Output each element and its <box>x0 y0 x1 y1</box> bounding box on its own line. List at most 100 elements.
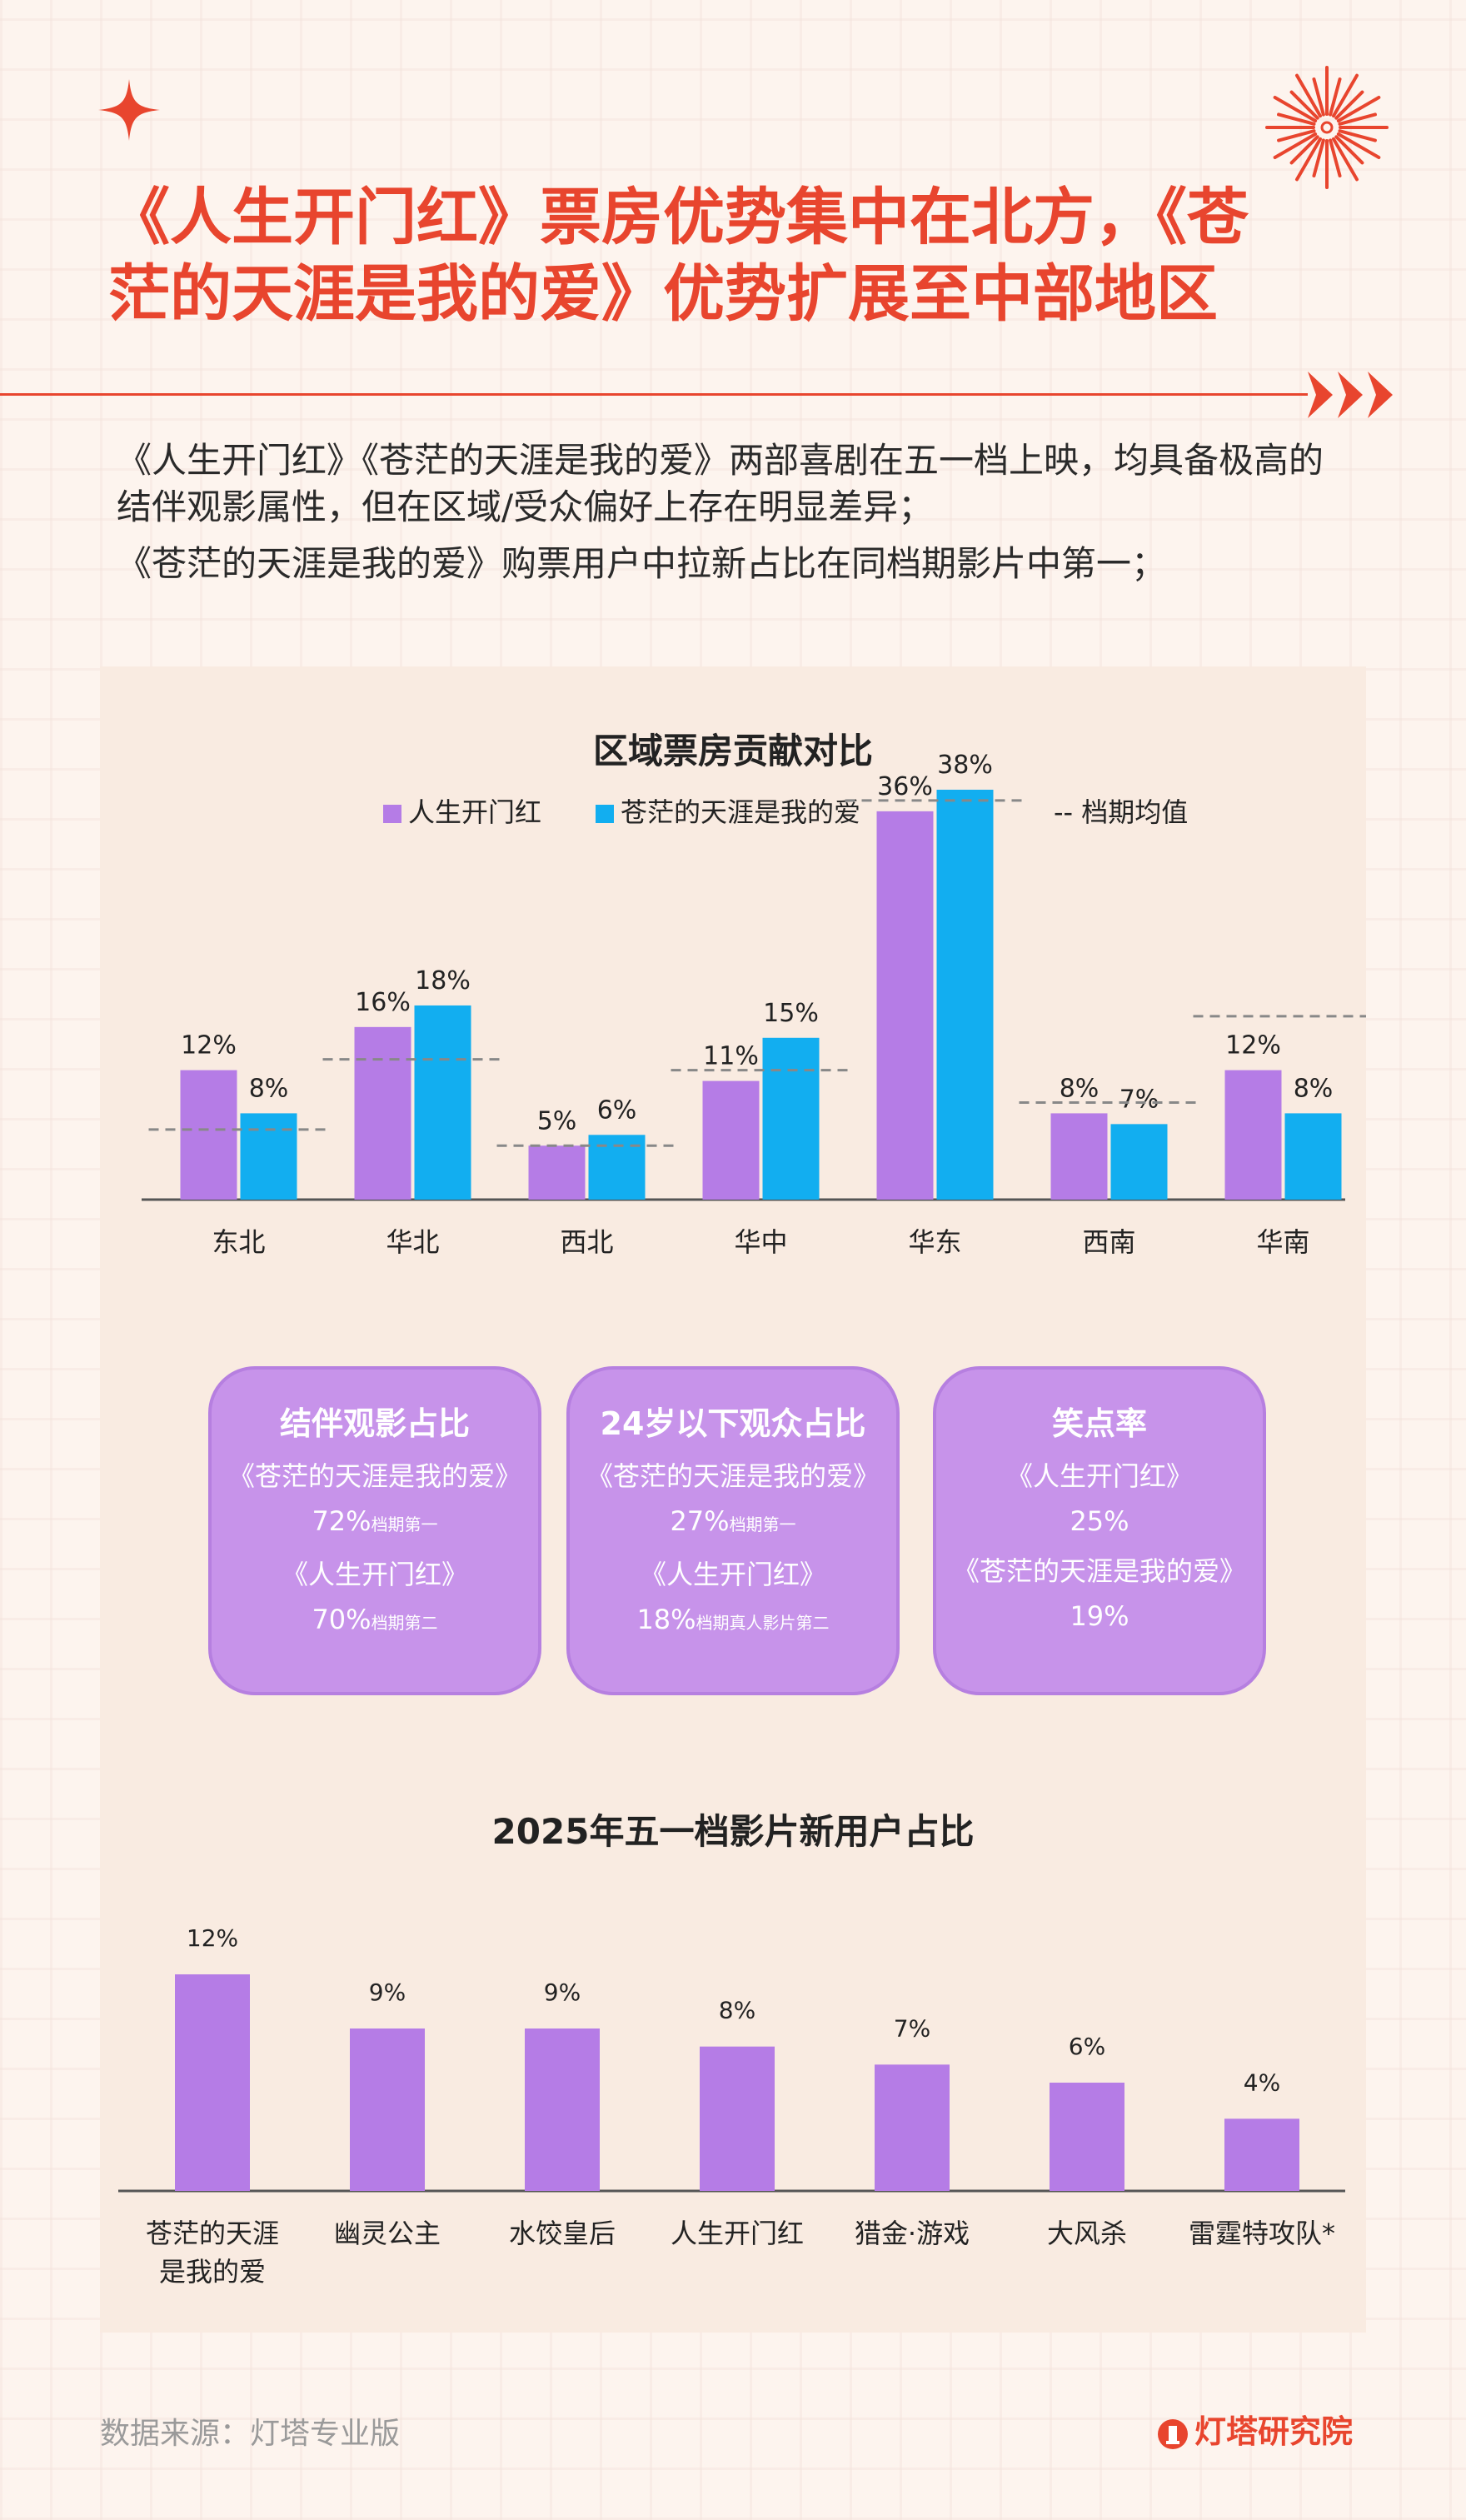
title-divider <box>0 393 1308 396</box>
data-label-series-a: 8% <box>1060 1074 1100 1103</box>
sparkle-icon <box>98 79 160 141</box>
data-label: 9% <box>369 1979 406 2006</box>
bar <box>350 2028 425 2191</box>
category-label: 雷霆特攻队* <box>1189 2218 1335 2249</box>
data-label: 7% <box>894 2014 930 2042</box>
bar-series-b <box>1110 1124 1168 1200</box>
page-title-line-2: 茫的天涯是我的爱》优势扩展至中部地区 <box>108 258 1218 330</box>
legend-label-average: -- 档期均值 <box>1054 796 1189 828</box>
intro-paragraph-1: 《人生开门红》《苍茫的天涯是我的爱》两部喜剧在五一档上映，均具备极高的结伴观影属… <box>117 440 1324 527</box>
bar <box>525 2028 600 2191</box>
data-label-series-a: 11% <box>703 1042 759 1071</box>
card-laugh-rate: 笑点率 《人生开门红》 25% 《苍茫的天涯是我的爱》 19% <box>933 1366 1266 1695</box>
data-label-series-b: 7% <box>1119 1085 1159 1114</box>
card-film-name: 《人生开门红》 <box>281 1559 468 1590</box>
region-chart-legend: 人生开门红 苍茫的天涯是我的爱 -- 档期均值 <box>383 791 1216 833</box>
card-value: 70%档期第二 <box>212 1601 538 1641</box>
category-label: 猎金·游戏 <box>855 2218 970 2249</box>
category-label: 西北 <box>560 1226 613 1258</box>
card-value-note: 档期真人影片第二 <box>696 1613 830 1633</box>
data-label-series-b: 8% <box>249 1074 289 1103</box>
category-label: 苍茫的天涯是我的爱 <box>146 2218 279 2288</box>
data-label-series-b: 8% <box>1294 1074 1334 1103</box>
data-source: 数据来源：灯塔专业版 <box>100 2417 401 2451</box>
card-film-name: 《人生开门红》 <box>1005 1460 1193 1492</box>
bar <box>875 2064 950 2191</box>
legend-swatch-series-b <box>596 805 614 823</box>
page-title-line-1: 《人生开门红》票房优势集中在北方，《苍 <box>108 182 1249 253</box>
data-label-series-a: 16% <box>355 988 411 1017</box>
category-label: 华东 <box>908 1226 961 1258</box>
brand-name: 灯塔研究院 <box>1194 2413 1354 2450</box>
card-film-name: 《人生开门红》 <box>639 1559 826 1590</box>
category-label: 华南 <box>1256 1226 1309 1258</box>
new-user-chart-title: 2025年五一档影片新用户占比 <box>491 1811 975 1852</box>
legend-label-series-b: 苍茫的天涯是我的爱 <box>621 796 861 828</box>
data-label: 12% <box>187 1924 238 1952</box>
bar-series-a <box>354 1026 411 1200</box>
firework-icon <box>1265 66 1389 189</box>
data-label-series-a: 12% <box>1225 1031 1281 1060</box>
card-under-24-ratio: 24岁以下观众占比 《苍茫的天涯是我的爱》 27%档期第一 《人生开门红》 18… <box>566 1366 900 1695</box>
data-label: 8% <box>719 1997 755 2024</box>
region-bar-chart: 12% 8% 东北 16%18% 华北 5% 6% 西北 11%15% 华中 36%38% 华东 8% 7… <box>142 751 1366 1258</box>
data-label-series-b: 6% <box>597 1095 637 1125</box>
card-value-number: 27% <box>670 1505 730 1537</box>
bar-series-b <box>1284 1113 1342 1200</box>
card-value-number: 19% <box>1070 1600 1129 1632</box>
bar <box>700 2046 775 2191</box>
arrows-icon <box>1308 372 1393 418</box>
card-value-note: 档期第一 <box>371 1514 438 1534</box>
new-user-bar-chart: 12% 苍茫的天涯是我的爱 9% 幽灵公主 9% 水饺皇后 8% 人生开门红 7% 猎金·游戏 6%… <box>118 1924 1345 2288</box>
category-label: 幽灵公主 <box>334 2218 441 2249</box>
card-value-note: 档期第一 <box>729 1514 796 1534</box>
card-companion-ratio: 结伴观影占比 《苍茫的天涯是我的爱》 72%档期第一 《人生开门红》 70%档期… <box>208 1366 541 1695</box>
category-label: 华北 <box>386 1226 439 1258</box>
brand-logo: 灯塔研究院 <box>1156 2406 1353 2452</box>
card-value: 72%档期第一 <box>212 1503 538 1543</box>
card-value: 19% <box>936 1598 1263 1634</box>
category-label: 华中 <box>734 1226 787 1258</box>
data-label: 6% <box>1069 2033 1105 2060</box>
card-title: 24岁以下观众占比 <box>600 1405 866 1442</box>
legend-label-series-a: 人生开门红 <box>408 796 542 828</box>
intro-text: 《人生开门红》《苍茫的天涯是我的爱》两部喜剧在五一档上映，均具备极高的结伴观影属… <box>117 437 1358 597</box>
bar-series-a <box>180 1070 237 1200</box>
lighthouse-icon <box>1158 2418 1188 2449</box>
legend-swatch-series-a <box>383 805 401 823</box>
data-label-series-a: 36% <box>877 772 933 801</box>
data-label-series-a: 5% <box>537 1106 577 1135</box>
data-label-series-a: 12% <box>181 1031 237 1060</box>
card-value-number: 72% <box>312 1505 371 1537</box>
bar-series-a <box>1224 1070 1282 1200</box>
bar-series-b <box>240 1113 297 1200</box>
intro-paragraph-2: 《苍茫的天涯是我的爱》购票用户中拉新占比在同档期影片中第一； <box>117 543 1167 584</box>
bar <box>1050 2083 1124 2191</box>
card-value: 18%档期真人影片第二 <box>570 1601 896 1641</box>
region-chart-title: 区域票房贡献对比 <box>592 731 873 771</box>
data-label-series-b: 18% <box>415 966 471 996</box>
bar <box>1224 2118 1299 2191</box>
card-value-number: 70% <box>312 1604 371 1635</box>
bar-series-a <box>528 1145 586 1200</box>
bar-series-b <box>762 1037 820 1200</box>
category-label: 大风杀 <box>1047 2218 1127 2249</box>
card-film-name: 《苍茫的天涯是我的爱》 <box>586 1460 880 1492</box>
card-film-name: 《苍茫的天涯是我的爱》 <box>227 1460 521 1492</box>
bar-series-a <box>876 811 934 1200</box>
card-title: 笑点率 <box>1051 1405 1147 1442</box>
card-value: 27%档期第一 <box>570 1503 896 1543</box>
data-label-series-b: 15% <box>763 999 819 1028</box>
card-value: 25% <box>936 1503 1263 1539</box>
category-label: 西南 <box>1082 1226 1135 1258</box>
bar-series-a <box>1050 1113 1108 1200</box>
bar-series-b <box>414 1005 471 1200</box>
bar-series-a <box>702 1080 760 1200</box>
data-label-series-b: 38% <box>937 751 993 780</box>
card-value-number: 25% <box>1070 1505 1129 1537</box>
data-label: 4% <box>1244 2068 1280 2096</box>
content-panel: 区域票房贡献对比 人生开门红 苍茫的天涯是我的爱 -- 档期均值 12% 8% 东北… <box>100 666 1366 2333</box>
card-title: 结伴观影占比 <box>279 1405 470 1442</box>
card-value-number: 18% <box>636 1604 696 1635</box>
legend-item-series-b: 苍茫的天涯是我的爱 <box>596 791 860 833</box>
